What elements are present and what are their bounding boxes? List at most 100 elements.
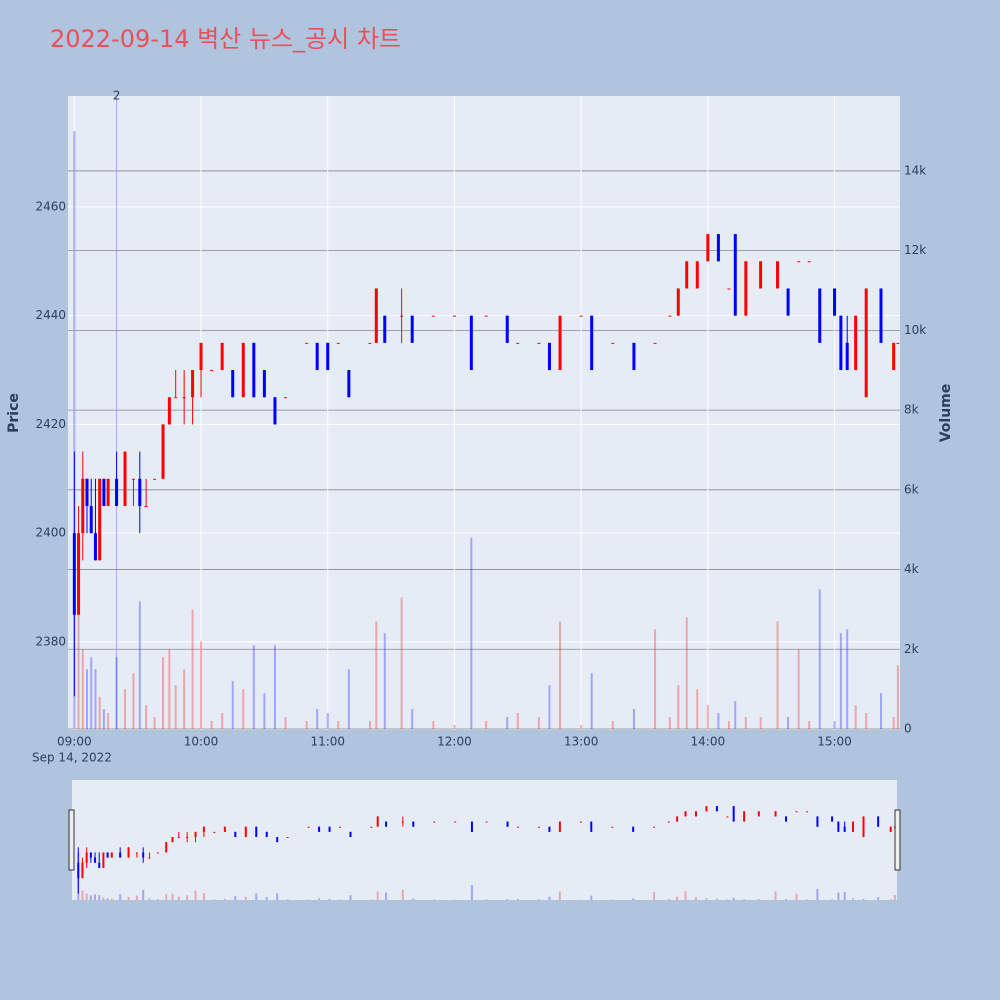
mini-candle-body (433, 821, 436, 823)
mini-candle-body (676, 816, 679, 822)
range-slider[interactable] (72, 780, 897, 900)
x-tick-label: 14:00 (691, 735, 726, 749)
mini-candle-body (234, 831, 237, 838)
mini-candle-body (223, 826, 226, 832)
volume-bar (183, 669, 186, 729)
mini-candle-body (653, 826, 656, 828)
mini-volume-bar (135, 895, 138, 900)
range-handle-left[interactable] (68, 809, 75, 871)
mini-candle-body (837, 821, 840, 832)
mini-volume-bar (186, 895, 189, 900)
candle-body (845, 342, 849, 371)
candle-body (896, 342, 900, 344)
mini-volume-bar (119, 894, 122, 900)
mini-volume-bar (785, 899, 788, 900)
x-tick-label: 11:00 (310, 735, 345, 749)
y-tick-label: 2420 (35, 417, 66, 431)
volume-bar (375, 621, 378, 729)
candle-body (315, 342, 319, 371)
y2-tick-label: 0 (904, 722, 912, 736)
mini-candle-body (307, 826, 310, 828)
candle-body (89, 505, 93, 534)
x-tick-label: 09:00 (57, 735, 92, 749)
candle-body (676, 288, 680, 316)
y2-tick-label: 8k (904, 403, 919, 417)
volume-bar (580, 725, 583, 729)
candle-body (77, 533, 81, 615)
candle-body (632, 342, 636, 371)
mini-volume-bar (684, 891, 687, 900)
volume-bar (668, 717, 671, 729)
mini-candle-body (632, 826, 635, 832)
mini-candle-body (85, 852, 88, 863)
mini-volume-bar (98, 895, 101, 900)
mini-volume-bar (653, 892, 656, 900)
volume-bar (797, 649, 800, 729)
mini-volume-bar (94, 894, 97, 900)
volume-bar (368, 721, 371, 729)
mini-candle-body (805, 811, 808, 813)
candle-body (347, 370, 351, 398)
volume-bar (776, 621, 779, 729)
volume-bar (90, 657, 93, 729)
candle-body (210, 370, 214, 372)
mini-volume-bar (110, 898, 113, 900)
mini-volume-bar (318, 898, 321, 900)
volume-bar (717, 713, 720, 729)
mini-candle-body (715, 806, 718, 812)
volume-bar (124, 689, 127, 729)
volume-bar (559, 621, 562, 729)
mini-candle-body (276, 837, 279, 843)
y2-tick-label: 2k (904, 642, 919, 656)
mini-candle-body (684, 811, 687, 817)
mini-volume-bar (843, 892, 846, 900)
candle-body (706, 234, 710, 262)
mini-volume-bar (213, 899, 216, 900)
candle-body (123, 451, 127, 506)
mini-volume-bar (177, 896, 180, 900)
volume-bar (115, 657, 118, 729)
range-handle-right[interactable] (894, 809, 901, 871)
mini-volume-bar (370, 899, 373, 900)
volume-bar (744, 717, 747, 729)
mini-volume-bar (276, 893, 279, 900)
candle-body (776, 261, 780, 289)
mini-candle-body (119, 852, 122, 858)
candle-body (558, 315, 562, 371)
mini-candle-body (186, 837, 189, 839)
volume-bar (734, 701, 737, 729)
mini-candle-body (893, 826, 896, 828)
y-tick-label: 2380 (35, 634, 66, 648)
candle-body (106, 478, 110, 506)
mini-volume-bar (328, 898, 331, 900)
mini-volume-bar (877, 897, 880, 900)
volume-bar (506, 717, 509, 729)
mini-volume-bar (694, 896, 697, 900)
mini-candle-body (785, 816, 788, 822)
candle-body (336, 342, 340, 344)
volume-bar (383, 633, 386, 729)
volume-bar (242, 689, 245, 729)
y2-axis-title: Volume (938, 384, 954, 443)
candle-body (879, 288, 883, 343)
candle-body (452, 315, 456, 317)
volume-bar (846, 629, 849, 729)
mini-volume-bar (234, 896, 237, 900)
mini-volume-bar (667, 899, 670, 900)
mini-candle-body (77, 862, 80, 879)
candle-body (273, 397, 277, 425)
volume-bar (865, 713, 868, 729)
mini-candle-body (110, 852, 113, 858)
mini-volume-bar (676, 896, 679, 900)
volume-bar (892, 717, 895, 729)
candle-body (81, 478, 85, 534)
candle-body (383, 315, 387, 343)
mini-candle-body (202, 826, 205, 832)
mini-candle-body (889, 826, 892, 832)
volume-bar (400, 597, 403, 729)
y-tick-label: 2460 (35, 199, 66, 213)
volume-bar (86, 669, 89, 729)
mini-candle-body (862, 816, 865, 838)
candle-body (469, 315, 473, 371)
candle-body (231, 370, 235, 398)
